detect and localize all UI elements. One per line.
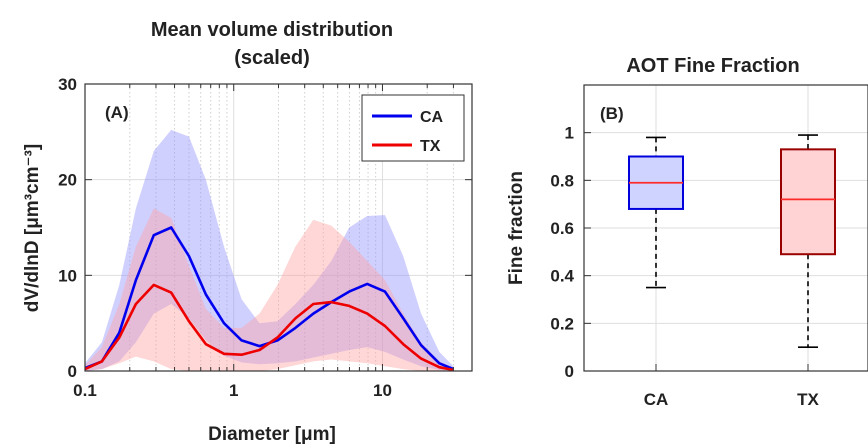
legend-box — [361, 94, 465, 162]
panel-a-bands — [85, 129, 454, 371]
y-tick-label: 20 — [58, 171, 77, 190]
box-tx — [780, 134, 836, 348]
y-tick-label: 0.8 — [550, 171, 574, 190]
box-ca — [628, 136, 684, 289]
panel-a-volume-distribution: Mean volume distribution (scaled) 0.1 1 10… — [22, 19, 473, 445]
panel-b-label: (B) — [600, 104, 624, 123]
panel-b-title: AOT Fine Fraction — [626, 55, 799, 77]
panel-a-subtitle: (scaled) — [234, 47, 310, 69]
y-tick-label: 0.2 — [550, 314, 574, 333]
x-tick-label: 10 — [373, 381, 392, 400]
y-tick-label: 0.4 — [550, 267, 574, 286]
panel-a-ylabel: dV/dlnD [μm³cm⁻³] — [22, 144, 43, 312]
y-tick-label: 10 — [58, 266, 77, 285]
panel-a-lines — [84, 226, 454, 372]
x-tick-label: TX — [797, 390, 819, 409]
series-line-tx — [84, 283, 454, 372]
x-tick-label: CA — [644, 390, 669, 409]
x-tick-label: 1 — [229, 381, 238, 400]
panel-a-title: Mean volume distribution — [151, 19, 393, 41]
box-iqr — [780, 148, 836, 256]
y-tick-label: 1 — [565, 124, 574, 143]
legend-label-tx: TX — [420, 138, 441, 155]
y-tick-label: 30 — [58, 75, 77, 94]
y-tick-label: 0 — [68, 362, 77, 381]
panel-b-boxes — [628, 134, 836, 348]
legend-label-ca: CA — [420, 109, 444, 126]
panel-b-ylabel: Fine fraction — [506, 171, 527, 285]
y-tick-label: 0.6 — [550, 219, 574, 238]
panel-a-xlabel: Diameter [μm] — [208, 424, 336, 445]
panel-a-label: (A) — [105, 103, 129, 122]
panel-b-fine-fraction: AOT Fine Fraction 0 0.2 0.4 0.6 0.8 1 CA TX (B)… — [506, 55, 868, 409]
band-tx — [85, 208, 454, 371]
panel-b-ticks: 0 0.2 0.4 0.6 0.8 1 CA TX — [550, 124, 819, 409]
y-tick-label: 0 — [565, 362, 574, 381]
panel-a-ticks: 0.1 1 10 0 10 20 30 — [58, 75, 473, 400]
panel-a-legend: CA TX — [361, 94, 465, 162]
x-tick-label: 0.1 — [73, 381, 97, 400]
